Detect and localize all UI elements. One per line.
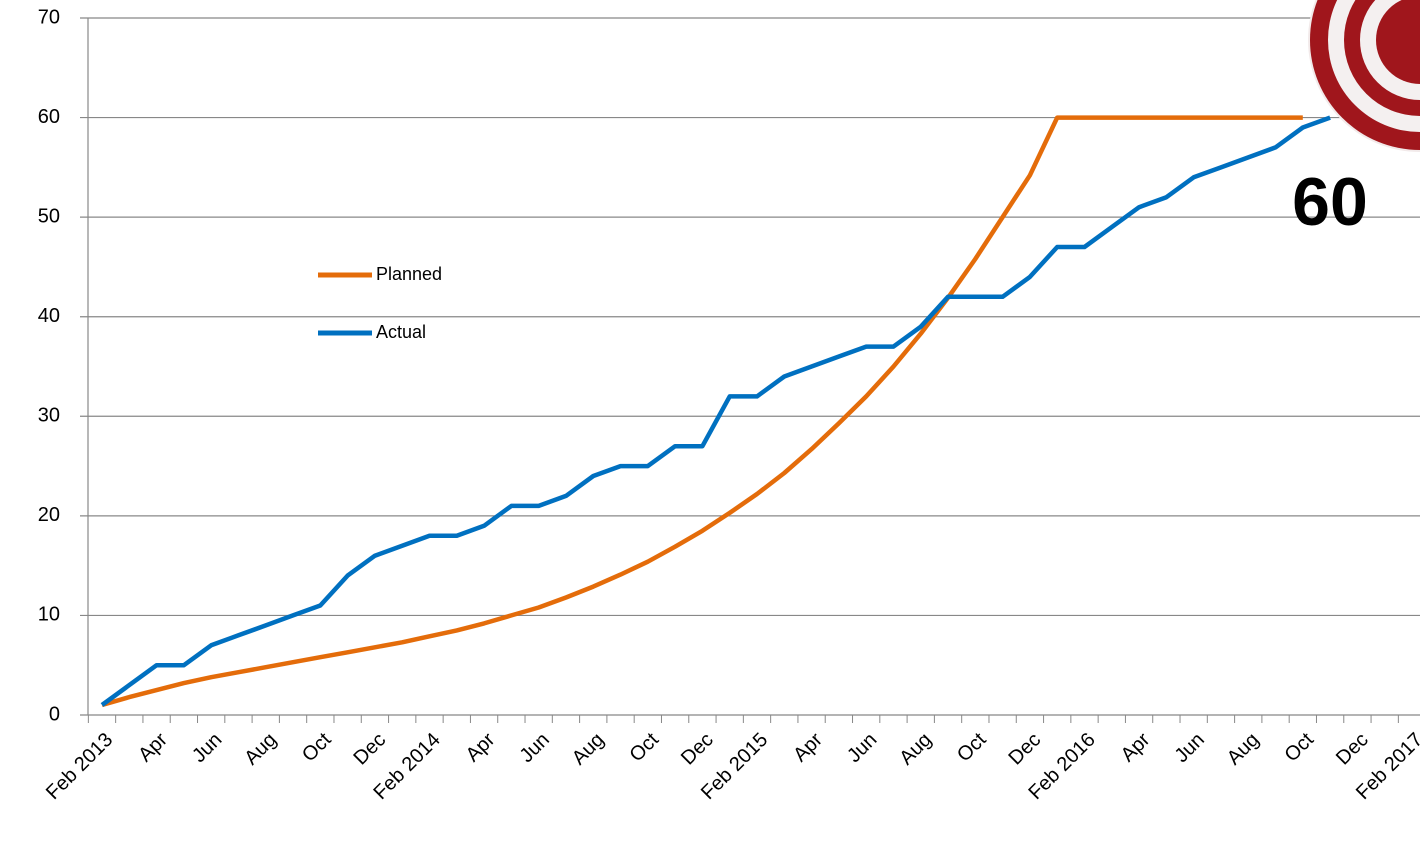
x-tick-label: Jun — [188, 729, 226, 767]
x-tick-label: Apr — [1117, 728, 1155, 766]
x-tick-label: Apr — [134, 728, 172, 766]
legend-label: Actual — [376, 322, 426, 342]
y-tick-label: 10 — [38, 604, 60, 626]
x-tick-label: Jun — [516, 729, 554, 767]
x-tick-label: Dec — [349, 729, 390, 770]
target-icon — [1308, 0, 1420, 152]
series-line — [100, 115, 1331, 707]
legend-label: Planned — [376, 264, 442, 284]
x-tick-label: Dec — [1004, 729, 1045, 770]
y-tick-label: 50 — [38, 205, 60, 227]
x-tick-label: Oct — [298, 728, 336, 766]
x-tick-label: Feb 2013 — [42, 729, 117, 804]
x-tick-label: Jun — [1171, 729, 1209, 767]
x-tick-label: Aug — [1223, 729, 1264, 770]
series-line — [101, 115, 1303, 708]
y-tick-label: 0 — [49, 703, 60, 725]
y-tick-label: 40 — [38, 305, 60, 327]
x-tick-label: Dec — [677, 729, 718, 770]
x-tick-label: Dec — [1332, 729, 1373, 770]
x-tick-label: Aug — [568, 729, 609, 770]
y-tick-label: 30 — [38, 405, 60, 427]
x-tick-label: Oct — [953, 728, 991, 766]
y-tick-label: 70 — [38, 6, 60, 28]
annotation: 60 — [1292, 164, 1368, 240]
y-tick-label: 20 — [38, 504, 60, 526]
x-tick-label: Apr — [789, 728, 827, 766]
x-tick-label: Aug — [240, 729, 281, 770]
x-tick-label: Oct — [626, 728, 664, 766]
x-tick-label: Aug — [895, 729, 936, 770]
y-tick-label: 60 — [38, 106, 60, 128]
x-tick-label: Jun — [843, 729, 881, 767]
x-tick-label: Apr — [462, 728, 500, 766]
x-tick-label: Oct — [1281, 728, 1319, 766]
